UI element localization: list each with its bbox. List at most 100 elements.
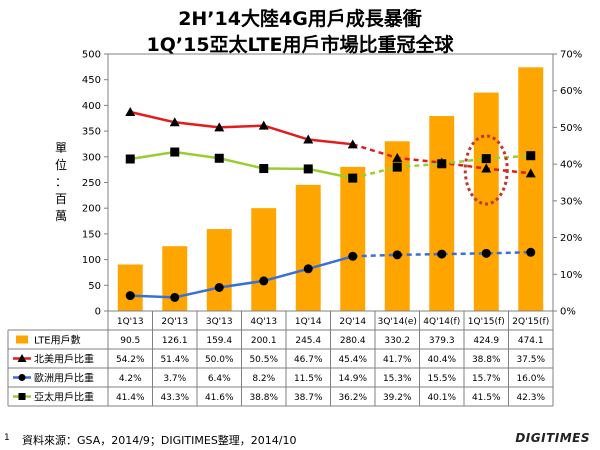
point bbox=[392, 250, 402, 260]
data-label: 36.2% bbox=[338, 393, 367, 403]
left-axis-tick-label: 350 bbox=[82, 127, 101, 138]
legend-marker bbox=[18, 374, 26, 381]
point bbox=[214, 153, 224, 163]
data-label: 14.9% bbox=[338, 374, 367, 384]
category-label: 3Q'13 bbox=[206, 317, 233, 327]
point bbox=[347, 139, 358, 149]
data-label: 159.4 bbox=[206, 336, 232, 346]
data-label: 54.2% bbox=[116, 355, 145, 365]
data-label: 6.4% bbox=[208, 374, 231, 384]
data-label: 474.1 bbox=[518, 336, 544, 346]
point bbox=[481, 248, 491, 258]
y-axis-label-char: 位 bbox=[54, 158, 67, 172]
right-axis-tick-label: 70% bbox=[560, 50, 582, 61]
left-axis-tick-label: 200 bbox=[82, 204, 101, 215]
left-axis-tick-label: 0 bbox=[95, 307, 101, 318]
bar bbox=[251, 208, 277, 311]
point bbox=[437, 249, 447, 259]
data-label: 40.4% bbox=[427, 355, 456, 365]
bar bbox=[340, 166, 366, 311]
bar bbox=[206, 229, 232, 311]
legend-label: 北美用戶比重 bbox=[34, 353, 94, 366]
bar bbox=[518, 67, 544, 312]
y-axis-label-char: 萬 bbox=[54, 209, 67, 223]
left-axis-tick-label: 400 bbox=[82, 101, 101, 112]
point bbox=[214, 122, 225, 132]
data-label: 43.3% bbox=[160, 393, 189, 403]
data-label: 38.8% bbox=[472, 355, 501, 365]
data-label: 41.4% bbox=[116, 393, 145, 403]
data-label: 51.4% bbox=[160, 355, 189, 365]
data-label: 16.0% bbox=[516, 374, 545, 384]
right-axis-tick-label: 60% bbox=[560, 86, 582, 97]
left-axis-tick-label: 50 bbox=[88, 281, 101, 292]
point bbox=[303, 134, 314, 144]
data-label: 3.7% bbox=[163, 374, 186, 384]
data-label: 4.2% bbox=[119, 374, 142, 384]
series-line-forecast bbox=[352, 251, 531, 258]
data-label: 38.7% bbox=[294, 393, 323, 403]
right-axis-tick-label: 50% bbox=[560, 123, 582, 134]
data-label: 15.3% bbox=[383, 374, 412, 384]
data-label: 39.2% bbox=[383, 393, 412, 403]
source-note: 資料來源：GSA，2014/9；DIGITIMES整理，2014/10 bbox=[22, 434, 297, 447]
data-label: 41.6% bbox=[205, 393, 234, 403]
point bbox=[258, 120, 269, 130]
point bbox=[392, 152, 403, 162]
data-label: 11.5% bbox=[294, 374, 323, 384]
data-label: 41.5% bbox=[472, 393, 501, 403]
bar bbox=[473, 92, 499, 311]
chart-title-line2: 1Q’15亞太LTE用戶市場比重冠全球 bbox=[146, 34, 454, 56]
point bbox=[481, 154, 491, 164]
data-label: 50.0% bbox=[205, 355, 234, 365]
data-label: 245.4 bbox=[295, 336, 321, 346]
data-label: 42.3% bbox=[516, 393, 545, 403]
right-axis-tick-label: 10% bbox=[560, 270, 582, 281]
bar bbox=[429, 116, 455, 312]
point bbox=[259, 164, 269, 174]
point bbox=[481, 163, 492, 173]
left-axis-tick-label: 250 bbox=[82, 178, 101, 189]
page-number: 1 bbox=[4, 433, 10, 443]
left-axis-tick-label: 500 bbox=[82, 50, 101, 61]
data-label: 280.4 bbox=[340, 336, 366, 346]
data-label: 200.1 bbox=[251, 336, 277, 346]
point bbox=[437, 159, 447, 169]
left-axis-tick-label: 100 bbox=[82, 255, 101, 266]
chart-title-line1: 2H’14大陸4G用戶成長暴衝 bbox=[178, 8, 422, 30]
legend-key bbox=[16, 335, 28, 344]
right-axis-tick-label: 40% bbox=[560, 160, 582, 171]
point bbox=[303, 264, 313, 274]
data-label: 15.5% bbox=[427, 374, 456, 384]
category-label: 2Q'14 bbox=[339, 317, 366, 327]
category-label: 2Q'15(f) bbox=[512, 317, 549, 327]
right-axis-tick-label: 0% bbox=[560, 307, 576, 318]
category-label: 1Q'13 bbox=[117, 317, 144, 327]
category-label: 1Q'14 bbox=[295, 317, 322, 327]
data-label: 37.5% bbox=[516, 355, 545, 365]
data-label: 38.8% bbox=[249, 393, 278, 403]
point bbox=[170, 147, 180, 157]
legend-marker bbox=[17, 354, 27, 362]
data-label: 330.2 bbox=[384, 336, 410, 346]
y-axis-label-char: ： bbox=[54, 175, 67, 189]
data-label: 46.7% bbox=[294, 355, 323, 365]
digitimes-logo: DIGITIMES bbox=[515, 431, 590, 445]
data-label: 40.1% bbox=[427, 393, 456, 403]
point bbox=[170, 292, 180, 302]
data-label: 45.4% bbox=[338, 355, 367, 365]
point bbox=[348, 173, 358, 183]
point bbox=[125, 154, 135, 164]
left-axis-tick-label: 150 bbox=[82, 229, 101, 240]
legend-label: LTE用戶數 bbox=[34, 334, 81, 347]
category-label: 3Q'14(e) bbox=[378, 317, 417, 327]
bar bbox=[117, 264, 143, 311]
legend-label: 歐洲用戶比重 bbox=[34, 372, 94, 385]
highlight-ellipse bbox=[463, 134, 509, 206]
legend-marker bbox=[18, 393, 26, 400]
right-axis-tick-label: 30% bbox=[560, 196, 582, 207]
data-label: 90.5 bbox=[120, 336, 140, 346]
point bbox=[214, 283, 224, 293]
y-axis-label-char: 單 bbox=[54, 141, 67, 155]
point bbox=[125, 291, 135, 301]
